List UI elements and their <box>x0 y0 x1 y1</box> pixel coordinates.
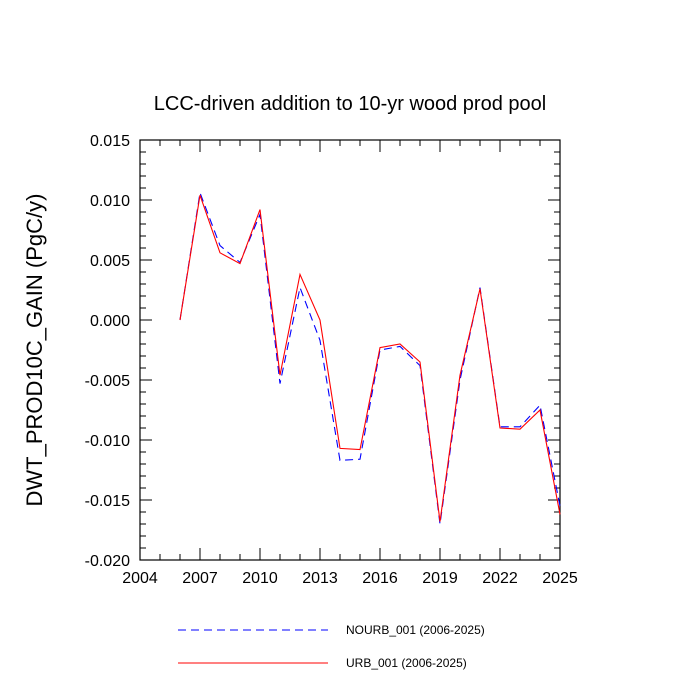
y-axis: -0.020 -0.015 -0.010 -0.005 0.000 0.005 0.010 0… <box>85 133 560 570</box>
x-tick-label: 2004 <box>122 570 158 587</box>
y-tick-label: 0.010 <box>90 193 130 210</box>
series-layer <box>179 190 561 525</box>
x-axis: 2004 2007 2010 2013 2016 2019 2022 2025 <box>122 140 578 587</box>
series-line-2 <box>179 195 561 522</box>
x-tick-label: 2019 <box>422 570 458 587</box>
legend-label-1: NOURB_001 (2006-2025) <box>346 623 485 637</box>
plot-frame <box>139 139 561 561</box>
y-tick-label: 0.015 <box>90 133 130 150</box>
legend-label-2: URB_001 (2006-2025) <box>346 656 467 670</box>
x-tick-label: 2007 <box>182 570 218 587</box>
x-tick-label: 2010 <box>242 570 278 587</box>
y-tick-label: -0.020 <box>85 553 130 570</box>
y-tick-label: 0.005 <box>90 253 130 270</box>
x-tick-label: 2022 <box>482 570 518 587</box>
y-tick-label: -0.015 <box>85 493 130 510</box>
series-line-1 <box>179 190 561 525</box>
x-tick-label: 2025 <box>542 570 578 587</box>
x-tick-label: 2016 <box>362 570 398 587</box>
x-tick-label: 2013 <box>302 570 338 587</box>
y-tick-label: -0.010 <box>85 433 130 450</box>
y-tick-label: -0.005 <box>85 373 130 390</box>
legend: NOURB_001 (2006-2025) URB_001 (2006-2025) <box>178 623 485 670</box>
chart-title: LCC-driven addition to 10-yr wood prod p… <box>154 93 546 115</box>
y-tick-label: 0.000 <box>90 313 130 330</box>
y-axis-label: DWT_PROD10C_GAIN (PgC/y) <box>22 194 47 507</box>
